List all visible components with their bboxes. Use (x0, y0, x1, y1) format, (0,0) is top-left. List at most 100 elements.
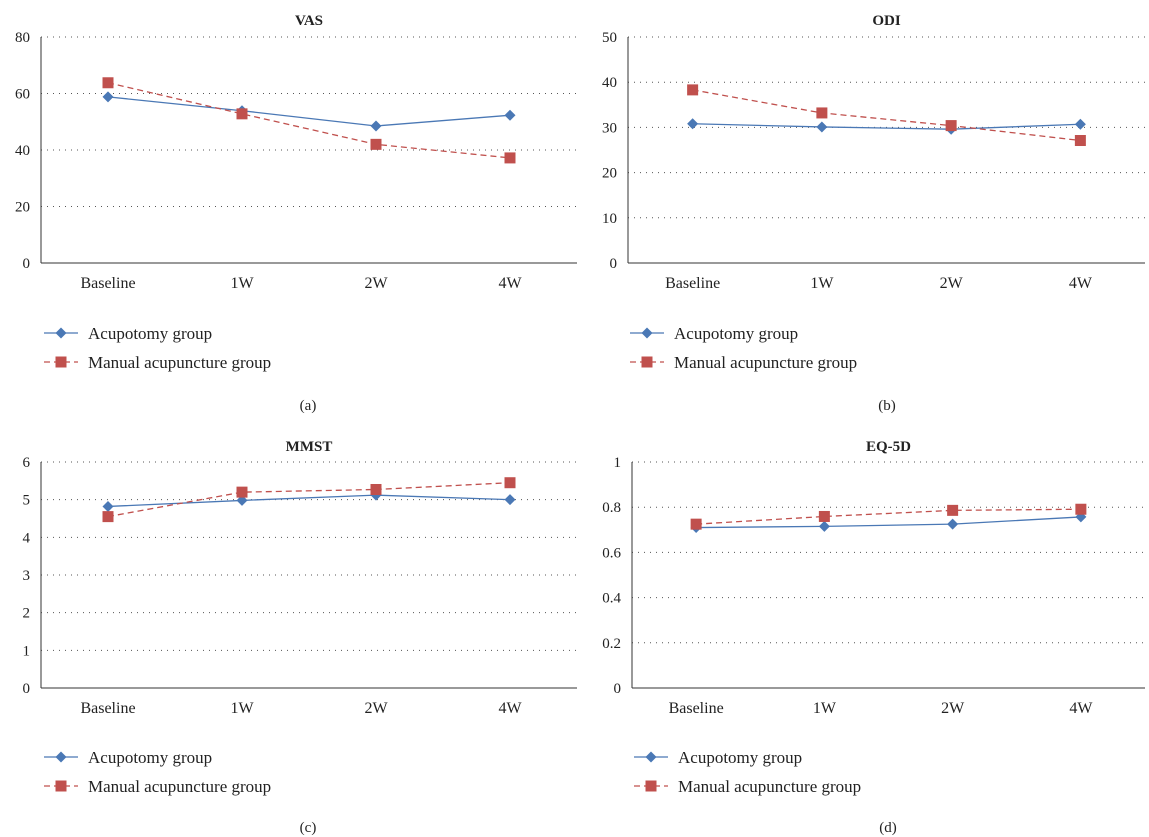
data-point (102, 77, 114, 89)
x-tick-label: 4W (1069, 275, 1093, 292)
legend-marker (641, 327, 653, 339)
y-tick-label: 4 (23, 530, 31, 546)
series-acupotomy (102, 489, 516, 512)
legend-marker (645, 751, 657, 763)
x-tick-label: 4W (498, 700, 522, 717)
y-tick-label: 40 (15, 143, 30, 159)
data-point (370, 120, 382, 132)
y-tick-label: 0 (614, 681, 622, 697)
data-point (102, 511, 114, 523)
data-point (370, 138, 382, 150)
x-tick-label: 2W (940, 275, 964, 292)
data-point (816, 121, 828, 133)
series-line (696, 516, 1081, 529)
data-point (687, 118, 699, 130)
series-line (696, 508, 1081, 525)
data-point (102, 91, 114, 103)
chart-title: EQ-5D (866, 439, 911, 455)
y-tick-label: 0.4 (602, 591, 621, 607)
y-tick-label: 0.2 (602, 636, 621, 652)
legend-marker (645, 780, 657, 792)
x-tick-label: 4W (498, 275, 522, 292)
y-tick-label: 1 (23, 643, 31, 659)
legend-marker (55, 356, 67, 368)
x-tick-label: Baseline (80, 700, 135, 717)
y-tick-label: 20 (15, 200, 30, 216)
x-tick-label: Baseline (669, 700, 724, 717)
data-point (504, 477, 516, 489)
y-tick-label: 0.8 (602, 500, 621, 516)
data-point (945, 120, 957, 132)
data-point (102, 500, 114, 512)
data-point (947, 518, 959, 530)
data-point (818, 510, 830, 522)
legend-label: Manual acupuncture group (674, 353, 857, 372)
y-tick-label: 10 (602, 211, 617, 227)
legend-entry-acupotomy: Acupotomy group (44, 748, 212, 767)
panel-label: (d) (879, 820, 897, 836)
panel-label: (b) (878, 398, 896, 414)
y-tick-label: 2 (23, 606, 31, 622)
x-tick-label: Baseline (80, 275, 135, 292)
data-point (1074, 135, 1086, 147)
data-point (370, 483, 382, 495)
legend-marker (55, 751, 67, 763)
series-line (107, 82, 511, 159)
y-tick-label: 0 (610, 256, 618, 272)
data-point (1074, 118, 1086, 130)
chart-panel-3: MMST 0 1 2 3 4 5 6 Baseline 1W 2W 4W Acupotomy group… (23, 439, 577, 836)
y-tick-label: 0 (23, 681, 31, 697)
x-tick-label: 1W (810, 275, 834, 292)
data-point (818, 520, 830, 532)
data-point (687, 84, 699, 96)
data-point (236, 486, 248, 498)
legend-entry-manual: Manual acupuncture group (634, 777, 861, 796)
series-manual (102, 477, 516, 523)
y-tick-label: 60 (15, 87, 30, 103)
series-manual (687, 84, 1086, 147)
y-tick-label: 0 (23, 256, 31, 272)
data-point (504, 494, 516, 506)
y-tick-label: 50 (602, 30, 617, 46)
y-tick-label: 5 (23, 493, 31, 509)
y-tick-label: 0.6 (602, 545, 621, 561)
legend-entry-acupotomy: Acupotomy group (630, 324, 798, 343)
legend-label: Acupotomy group (88, 324, 212, 343)
y-tick-label: 3 (23, 568, 31, 584)
series-manual (102, 77, 516, 164)
legend-marker (55, 327, 67, 339)
series-manual (690, 503, 1087, 530)
x-tick-label: Baseline (665, 275, 720, 292)
x-tick-label: 2W (364, 275, 388, 292)
legend-marker (641, 356, 653, 368)
x-tick-label: 1W (813, 700, 837, 717)
x-tick-label: 1W (230, 275, 254, 292)
series-line (692, 89, 1081, 142)
data-point (236, 108, 248, 120)
y-tick-label: 1 (614, 455, 622, 471)
data-point (816, 107, 828, 119)
y-tick-label: 6 (23, 455, 31, 471)
chart-panel-4: EQ-5D 0 0.2 0.4 0.6 0.8 1 Baseline 1W 2W 4W Acupoto… (602, 439, 1145, 836)
data-point (236, 494, 248, 506)
legend-entry-acupotomy: Acupotomy group (634, 748, 802, 767)
series-line (107, 494, 511, 508)
legend-label: Manual acupuncture group (678, 777, 861, 796)
data-point (504, 152, 516, 164)
series-line (692, 123, 1081, 130)
x-tick-label: 1W (230, 700, 254, 717)
series-line (107, 482, 511, 518)
legend-marker (55, 780, 67, 792)
legend-label: Manual acupuncture group (88, 777, 271, 796)
legend-entry-manual: Manual acupuncture group (44, 777, 271, 796)
data-point (947, 504, 959, 516)
series-acupotomy (690, 511, 1087, 534)
legend-label: Acupotomy group (678, 748, 802, 767)
chart-panel-1: VAS 0 20 40 60 80 Baseline 1W 2W 4W Acupotomy grou… (15, 13, 577, 414)
chart-panel-2: ODI 0 10 20 30 40 50 Baseline 1W 2W 4W Acupotomy gr… (602, 13, 1145, 414)
series-line (107, 96, 511, 127)
data-point (1075, 503, 1087, 515)
data-point (504, 109, 516, 121)
x-tick-label: 2W (941, 700, 965, 717)
y-tick-label: 80 (15, 30, 30, 46)
